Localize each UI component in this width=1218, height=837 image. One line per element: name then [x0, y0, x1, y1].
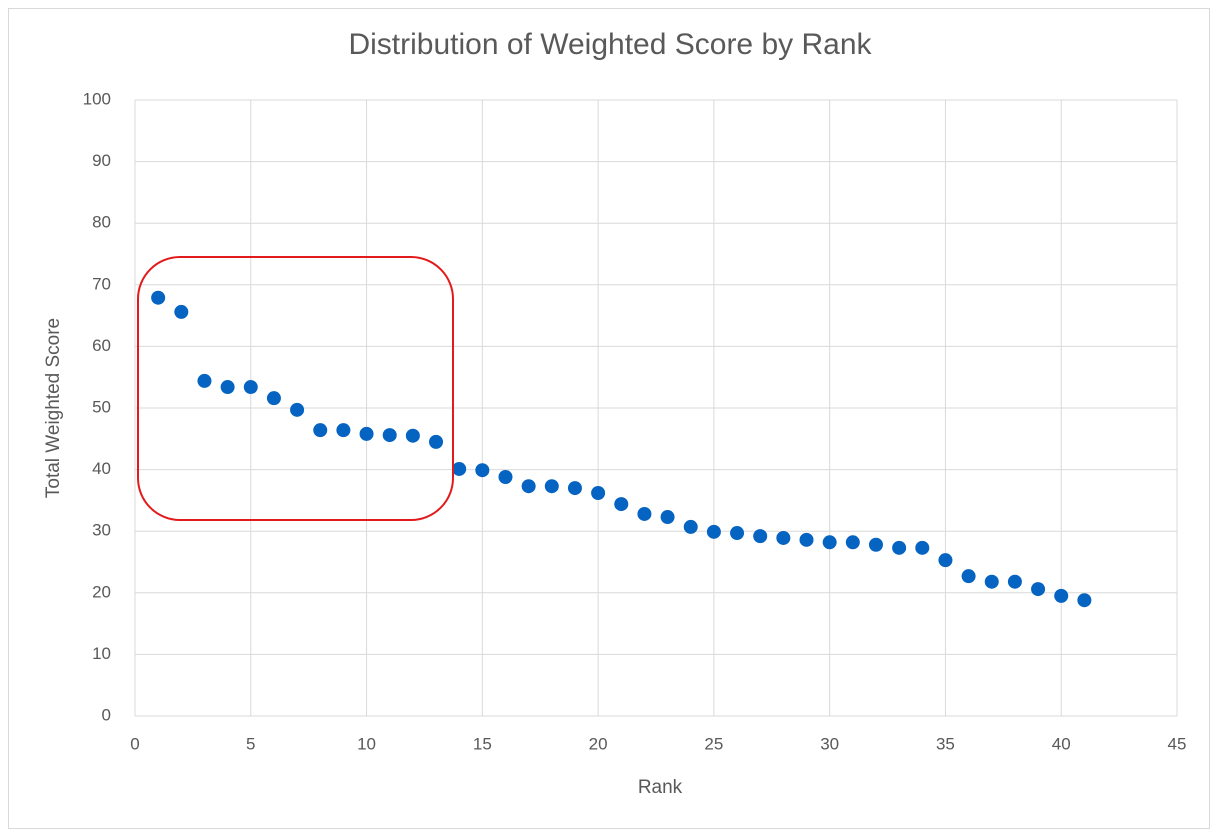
point: [892, 540, 907, 555]
y-tick-label: 20: [92, 582, 111, 601]
highlight-box: [137, 256, 454, 521]
x-axis-label: Rank: [638, 777, 683, 798]
y-tick-label: 70: [92, 274, 111, 293]
point: [475, 463, 490, 478]
point: [405, 428, 420, 443]
x-tick-label: 5: [246, 734, 255, 753]
point: [382, 428, 397, 443]
point: [243, 380, 258, 395]
point: [151, 290, 166, 305]
point: [799, 532, 814, 547]
point: [544, 479, 559, 494]
y-tick-label: 80: [92, 213, 111, 232]
y-tick-label: 0: [102, 705, 111, 724]
point: [822, 535, 837, 550]
point: [567, 481, 582, 496]
point: [683, 519, 698, 534]
point: [1054, 588, 1069, 603]
point: [984, 574, 999, 589]
point: [753, 529, 768, 544]
point: [730, 526, 745, 541]
point: [868, 537, 883, 552]
y-tick-label: 40: [92, 459, 111, 478]
x-tick-label: 20: [589, 734, 608, 753]
point: [961, 569, 976, 584]
point: [197, 373, 212, 388]
point: [938, 553, 953, 568]
point: [521, 479, 536, 494]
y-axis-label: Total Weighted Score: [43, 318, 64, 498]
point: [776, 530, 791, 545]
point: [660, 510, 675, 525]
point: [845, 535, 860, 550]
x-tick-label: 35: [936, 734, 955, 753]
point: [313, 423, 328, 438]
y-tick-label: 50: [92, 397, 111, 416]
point: [220, 380, 235, 395]
point: [290, 402, 305, 417]
point: [498, 469, 513, 484]
x-tick-label: 30: [820, 734, 839, 753]
point: [1007, 574, 1022, 589]
point: [1031, 582, 1046, 597]
chart-title: Distribution of Weighted Score by Rank: [348, 28, 872, 61]
x-tick-label: 25: [704, 734, 723, 753]
point: [266, 391, 281, 406]
point: [915, 540, 930, 555]
plot-area: 0 10 20 30 40 50 60 70 80 90 100 0 5 10 15 20 25 30 35 40 45: [83, 89, 1187, 753]
point: [1077, 593, 1092, 608]
point: [336, 423, 351, 438]
point: [174, 304, 189, 319]
point: [614, 497, 629, 512]
point: [637, 506, 652, 521]
y-tick-label: 30: [92, 521, 111, 540]
point: [452, 461, 467, 476]
y-tick-label: 60: [92, 336, 111, 355]
x-tick-label: 15: [473, 734, 492, 753]
x-tick-label: 10: [357, 734, 376, 753]
y-tick-label: 100: [83, 89, 111, 108]
x-tick-label: 40: [1052, 734, 1071, 753]
chart-border: [8, 8, 1210, 829]
point: [359, 426, 374, 441]
point: [429, 434, 444, 449]
point: [706, 524, 721, 539]
y-tick-label: 10: [92, 644, 111, 663]
x-tick-label: 0: [130, 734, 139, 753]
x-tick-label: 45: [1168, 734, 1187, 753]
y-tick-label: 90: [92, 151, 111, 170]
point: [591, 486, 606, 501]
